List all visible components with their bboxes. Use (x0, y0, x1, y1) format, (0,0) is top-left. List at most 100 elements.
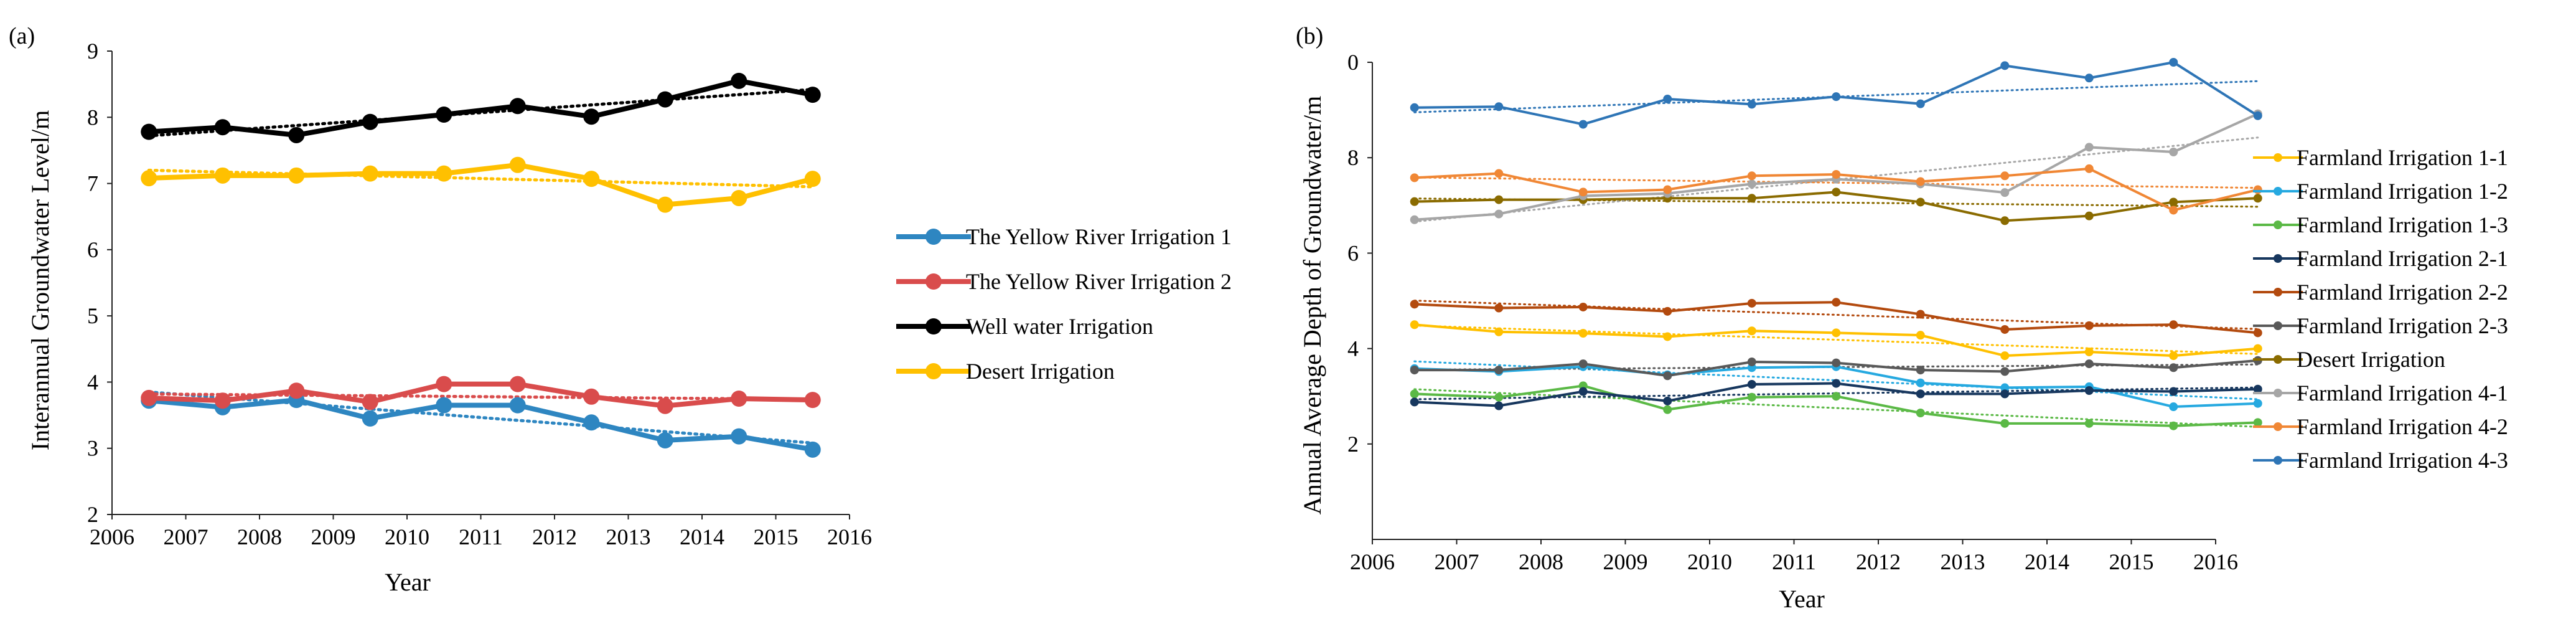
panel-b-x-tick-label: 2007 (1435, 549, 1479, 574)
panel-b-data-point (1747, 179, 1756, 189)
panel-b-data-point (1832, 170, 1841, 179)
panel-b-legend-marker (2274, 321, 2282, 330)
panel-b-data-point (1747, 194, 1756, 203)
panel-a-data-point (288, 382, 305, 399)
panel-b-data-point (2253, 399, 2262, 408)
panel-a-data-point (362, 410, 378, 427)
panel-a-data-point (509, 397, 526, 414)
panel-b-data-point (1494, 169, 1504, 178)
panel-b-data-point (2253, 194, 2262, 203)
panel-a-legend-marker (925, 229, 942, 245)
panel-b-data-point (1663, 94, 1672, 103)
panel-b-data-point (2253, 418, 2262, 427)
panel-b-data-point (1410, 300, 1419, 309)
panel-b-legend-marker (2274, 389, 2282, 397)
panel-a-legend-label: The Yellow River Irrigation 2 (966, 269, 1232, 294)
panel-a-data-point (509, 156, 526, 173)
panel-a-x-tick-label: 2011 (459, 524, 503, 549)
panel-a-legend-marker (925, 318, 942, 334)
panel-a-y-tick-label: 5 (87, 303, 98, 328)
panel-b-data-point (2169, 197, 2178, 207)
panel-b-data-point (1578, 387, 1588, 396)
panel-b-data-point (2000, 367, 2010, 376)
panel-b-series-line (1414, 301, 2258, 334)
panel-b-data-point (2169, 148, 2178, 157)
panel-b-data-point (1916, 99, 1925, 108)
panel-b-data-point (1410, 320, 1419, 329)
panel-b-legend-label: Farmland Irrigation 1-1 (2297, 145, 2508, 170)
panel-b-legend-label: Desert Irrigation (2297, 347, 2445, 372)
panel-b-data-point (1494, 303, 1504, 313)
panel-b-data-point (1832, 92, 1841, 102)
panel-b-data-point (2084, 419, 2094, 428)
panel-b-label: (b) (1296, 23, 1323, 49)
panel-a-trendline (147, 390, 815, 445)
panel-b-data-point (2000, 351, 2010, 361)
panel-b-legend-label: Farmland Irrigation 2-3 (2297, 313, 2508, 338)
panel-b-data-point (2000, 383, 2010, 392)
panel-b-legend-marker (2274, 187, 2282, 196)
panel-a-series-line (149, 162, 813, 207)
panel-b-legend-marker (2274, 220, 2282, 229)
panel-b-legend-label: Farmland Irrigation 1-3 (2297, 212, 2508, 237)
panel-b-trendline (1413, 176, 2259, 189)
panel-a-data-point (362, 113, 378, 130)
panel-a-data-point (804, 87, 821, 103)
panel-b-data-point (2084, 73, 2094, 83)
panel-b-data-point (1832, 358, 1841, 367)
panel-b-data-point (1832, 187, 1841, 197)
panel-a-data-point (141, 123, 157, 140)
panel-b-data-point (2169, 402, 2178, 412)
panel-a-legend-label: The Yellow River Irrigation 1 (966, 224, 1232, 249)
panel-b-data-point (1494, 366, 1504, 375)
panel-a-y-tick-label: 3 (87, 436, 98, 461)
panel-b-data-point (1747, 298, 1756, 308)
panel-b-legend-marker (2274, 456, 2282, 465)
panel-a-series-line (148, 78, 813, 138)
panel-b-data-point (2000, 216, 2010, 225)
panel-a-data-point (436, 107, 452, 123)
panel-b-data-point (1916, 310, 1925, 319)
panel-b-legend-label: Farmland Irrigation 4-1 (2297, 381, 2508, 405)
panel-b-data-point (2084, 359, 2094, 369)
panel-b-legend-marker (2274, 355, 2282, 364)
panel-a-data-point (731, 189, 747, 206)
panel-b-data-point (1578, 302, 1588, 311)
panel-b-x-tick-label: 2009 (1603, 549, 1648, 574)
panel-a-data-point (362, 165, 378, 182)
panel-a-y-tick-label: 9 (87, 39, 98, 64)
panel-b-trendline (1413, 325, 2259, 355)
panel-b-data-point (2084, 386, 2094, 396)
panel-a-x-tick-label: 2006 (90, 524, 134, 549)
panel-a-data-point (214, 167, 231, 184)
panel-a-data-point (804, 392, 821, 409)
panel-a-x-tick-label: 2013 (606, 524, 651, 549)
panel-b-data-point (2084, 164, 2094, 173)
panel-b-data-point (1410, 197, 1419, 206)
panel-b-x-tick-label: 2011 (1772, 549, 1816, 574)
panel-a-x-tick-label: 2007 (164, 524, 208, 549)
panel-a-data-point (583, 414, 600, 431)
panel-b-data-point (1832, 328, 1841, 338)
panel-b-legend-label: Farmland Irrigation 4-3 (2297, 448, 2508, 473)
panel-b-data-point (1494, 401, 1504, 410)
panel-b-legend-marker (2274, 422, 2282, 431)
panel-a-y-tick-label: 6 (87, 237, 98, 262)
panel-b-data-point (1578, 359, 1588, 369)
panel-b-data-point (1832, 392, 1841, 401)
panel-b-data-point (2000, 325, 2010, 334)
panel-b-data-point (1578, 187, 1588, 197)
panel-b-x-tick-label: 2014 (2025, 549, 2069, 574)
panel-a-legend-marker (925, 363, 942, 379)
panel-a-data-point (288, 167, 305, 184)
panel-b-data-point (1916, 389, 1925, 399)
panel-b-trendline (1413, 80, 2259, 113)
panel-a-data-point (731, 72, 747, 89)
panel-a-legend-marker (925, 273, 942, 290)
panel-a-x-tick-label: 2012 (532, 524, 577, 549)
panel-a-y-tick-label: 4 (87, 369, 98, 394)
panel-a-data-point (214, 119, 231, 136)
panel-b-data-point (1663, 396, 1672, 405)
panel-b-y-tick-label: 2 (1347, 432, 1359, 457)
